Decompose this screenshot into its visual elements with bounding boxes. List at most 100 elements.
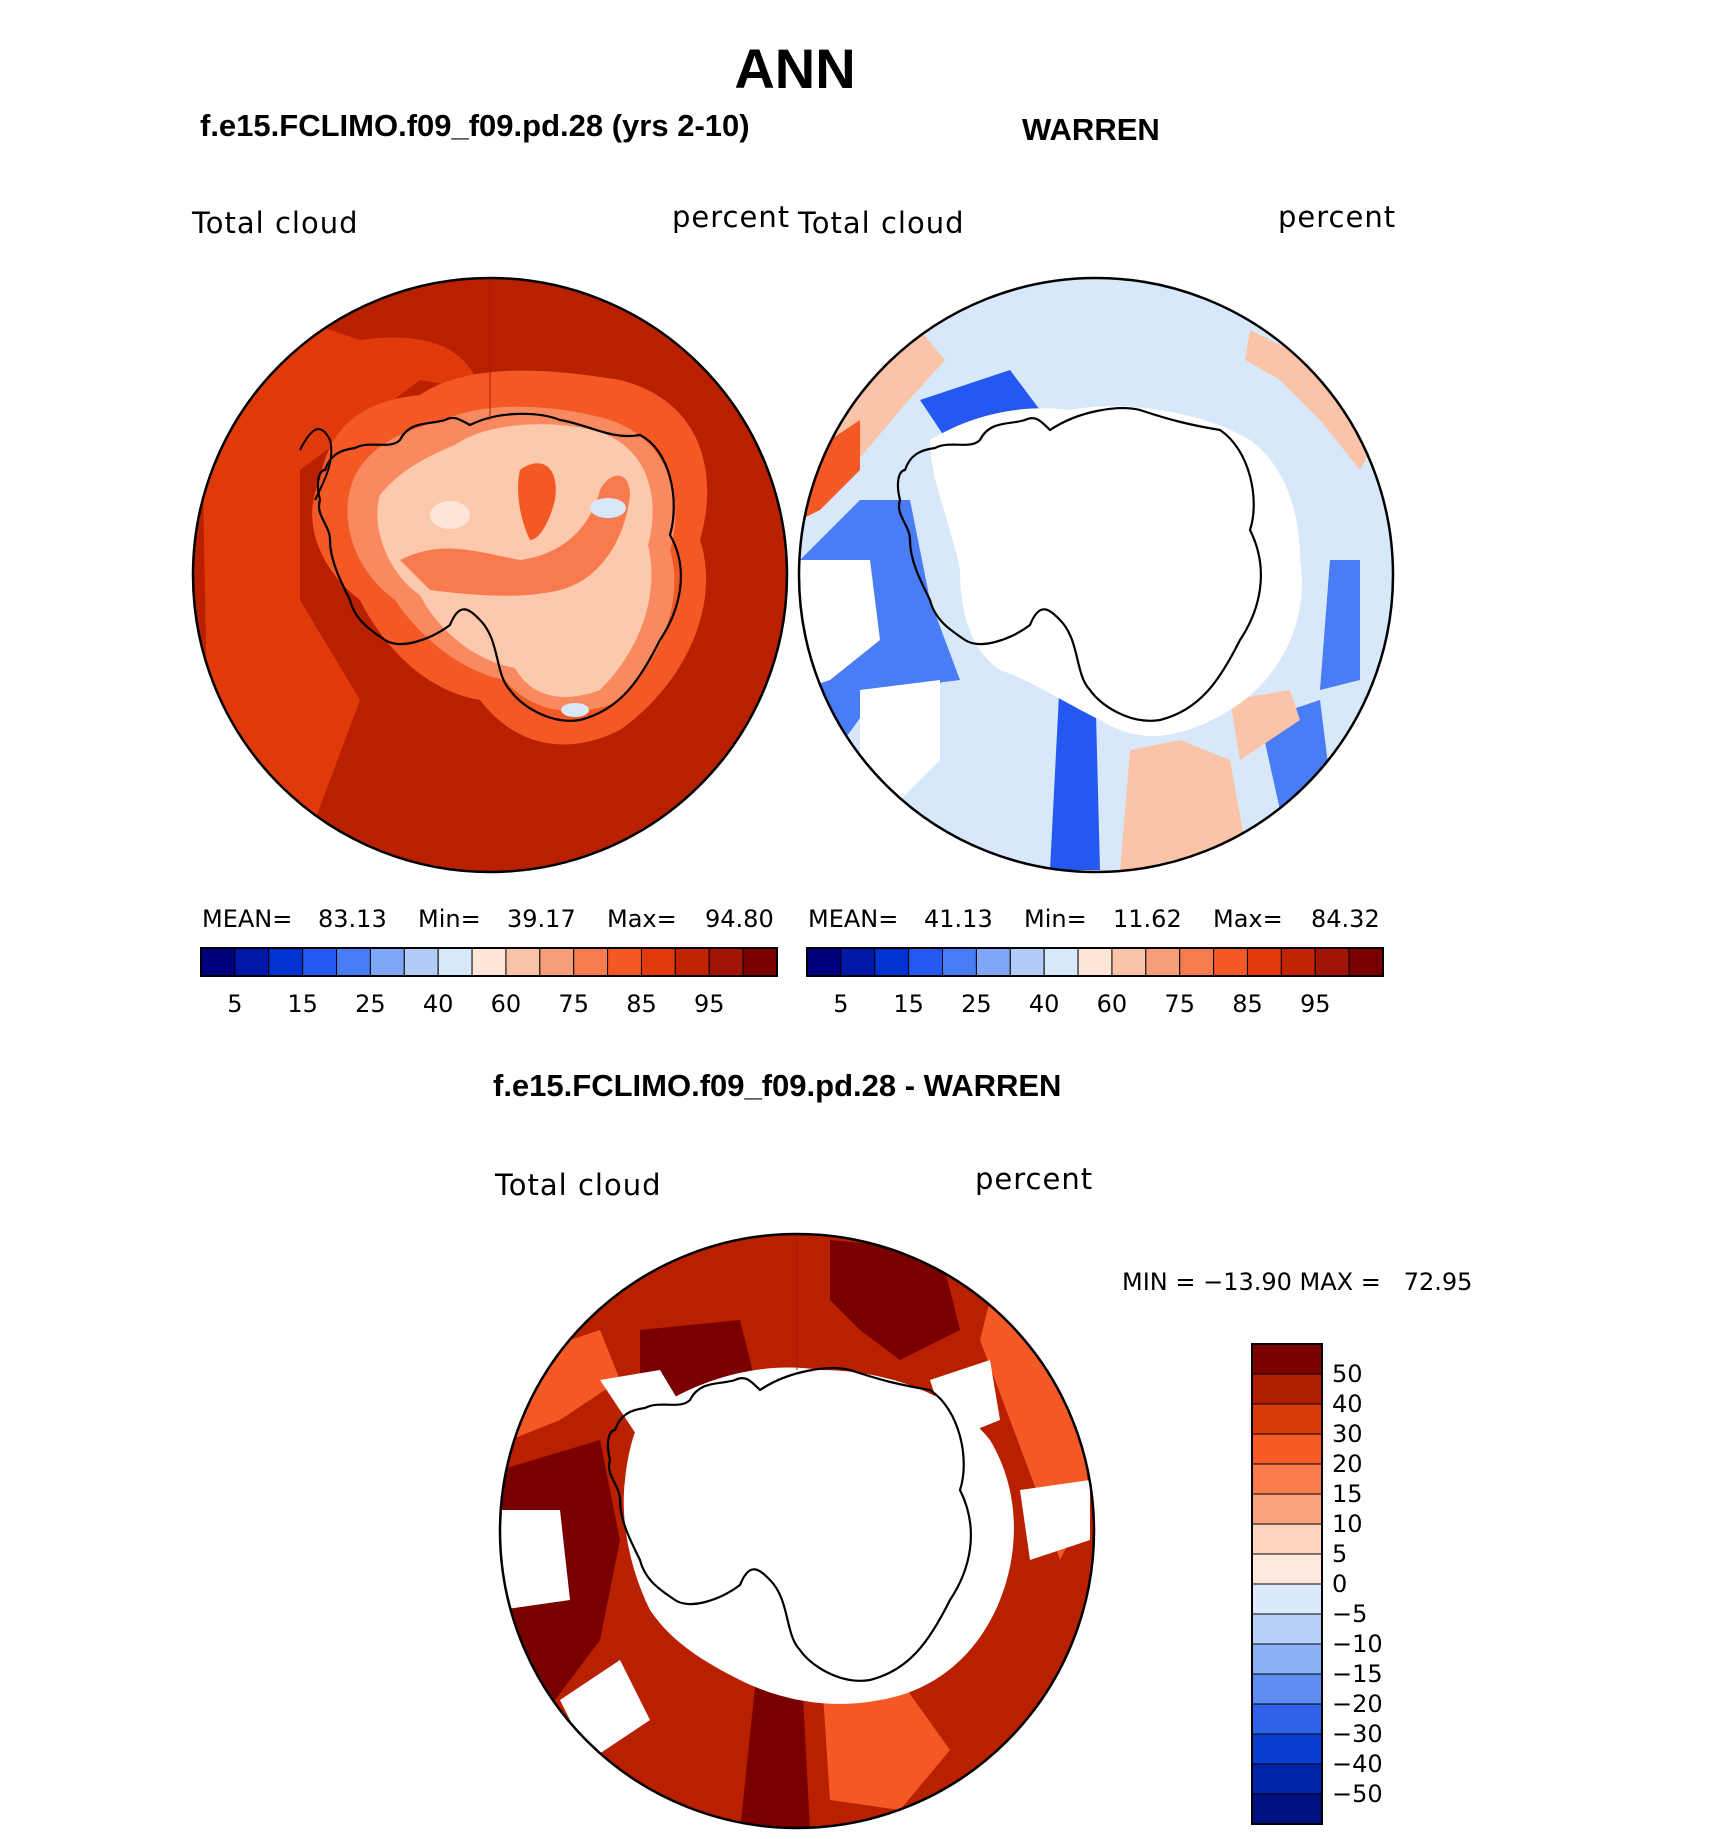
right-min-value: 11.62 [1113, 905, 1182, 933]
left-colorbar-swatch [336, 947, 371, 977]
right-mean-value: 41.13 [924, 905, 993, 933]
left-variable-label: Total cloud [192, 206, 359, 240]
diff-minmax-text: MIN = −13.90 MAX = 72.95 [1122, 1268, 1473, 1296]
left-max-label: Max= [607, 905, 677, 933]
right-map-blue-block-s [1050, 675, 1100, 870]
diff-colorbar-tick-label: 15 [1332, 1480, 1363, 1508]
right-colorbar-swatch [1043, 947, 1079, 977]
right-colorbar-tick-label: 25 [961, 990, 992, 1018]
diff-colorbar-swatch [1251, 1343, 1323, 1375]
diff-colorbar-tick-label: 40 [1332, 1390, 1363, 1418]
right-max-label: Max= [1213, 905, 1283, 933]
left-colorbar-tick-label: 85 [626, 990, 657, 1018]
right-colorbar-tick-label: 15 [893, 990, 924, 1018]
diff-map-border [498, 1232, 1096, 1830]
diff-colorbar-tick-label: 20 [1332, 1450, 1363, 1478]
diff-colorbar-tick-label: −20 [1332, 1690, 1383, 1718]
diff-colorbar-swatch [1251, 1613, 1323, 1645]
diff-colorbar-swatch [1251, 1793, 1323, 1825]
diff-map-missing-w [500, 1510, 570, 1610]
right-units-label: percent [1278, 200, 1397, 234]
right-colorbar-swatch [908, 947, 944, 977]
left-min-value: 39.17 [507, 905, 576, 933]
left-colorbar-frame [200, 947, 778, 977]
left-map-peninsula [299, 428, 333, 501]
right-map-ne-arc [1245, 330, 1370, 470]
left-colorbar-tick-label: 60 [491, 990, 522, 1018]
diff-map [500, 1234, 1094, 1828]
diff-colorbar-tick-label: 30 [1332, 1420, 1363, 1448]
right-colorbar-tick-label: 95 [1300, 990, 1331, 1018]
left-colorbar-swatch [403, 947, 439, 977]
right-colorbar-swatch [1213, 947, 1248, 977]
diff-colorbar-swatch [1251, 1433, 1323, 1465]
left-colorbar-swatch [505, 947, 541, 977]
left-map-coastline [316, 412, 682, 722]
right-map-blue-block-e [1320, 560, 1360, 690]
left-colorbar-swatch [302, 947, 338, 977]
right-min-label: Min= [1024, 905, 1087, 933]
right-colorbar-swatch [874, 947, 910, 977]
left-mean-value: 83.13 [318, 905, 387, 933]
right-map-missing-sw [860, 680, 940, 800]
left-colorbar-swatch [640, 947, 676, 977]
diff-colorbar-tick-label: 5 [1332, 1540, 1347, 1568]
right-colorbar-tick-label: 85 [1232, 990, 1263, 1018]
right-map-pale-red-s [1120, 740, 1250, 870]
right-colorbar-tick-label: 5 [833, 990, 848, 1018]
diff-colorbar-tick-label: −5 [1332, 1600, 1367, 1628]
right-colorbar-swatch [975, 947, 1011, 977]
diff-colorbar-swatch [1251, 1493, 1323, 1525]
left-colorbar-swatch [539, 947, 575, 977]
right-colorbar: 5 15 25 40 60 75 85 95 [806, 947, 1384, 1018]
left-map-interior-band [400, 475, 630, 596]
diff-colorbar-tick-label: 0 [1332, 1570, 1347, 1598]
right-colorbar-tick-label: 75 [1164, 990, 1195, 1018]
diff-map-continent [623, 1367, 1014, 1704]
diff-colorbar-swatch [1251, 1403, 1323, 1435]
right-case-title: WARREN [1022, 112, 1160, 147]
diff-colorbar-swatch [1251, 1703, 1323, 1735]
right-map-pale-red-se [1230, 690, 1300, 760]
left-colorbar-swatch [607, 947, 642, 977]
right-map [799, 278, 1393, 872]
diff-colorbar-tick-label: −40 [1332, 1750, 1383, 1778]
left-colorbar-swatch [573, 947, 609, 977]
left-colorbar-swatch [437, 947, 473, 977]
diff-map-coastline [606, 1367, 972, 1682]
right-colorbar-swatch [942, 947, 977, 977]
right-colorbar-swatch [1145, 947, 1181, 977]
left-colorbar-swatch [742, 947, 778, 977]
diff-colorbar-swatch [1251, 1523, 1323, 1555]
left-map-border [191, 276, 789, 874]
left-units-label: percent [672, 200, 791, 234]
diff-colorbar-swatch [1251, 1763, 1323, 1795]
diff-units-label: percent [975, 1162, 1094, 1196]
diff-map-dark-block-ne [830, 1240, 960, 1360]
left-colorbar: 5 15 25 40 60 75 85 95 [200, 947, 778, 1018]
diff-colorbar-swatch [1251, 1643, 1323, 1675]
right-colorbar-tick-label: 60 [1097, 990, 1128, 1018]
right-map-coastline [896, 407, 1262, 722]
left-colorbar-swatch [471, 947, 507, 977]
diff-colorbar-swatch [1251, 1583, 1323, 1615]
diff-colorbar-swatch [1251, 1373, 1323, 1405]
left-map-outer-band [200, 317, 480, 860]
left-colorbar-swatch [234, 947, 270, 977]
right-map-continent [930, 406, 1302, 737]
left-min-label: Min= [418, 905, 481, 933]
diff-colorbar-tick-label: −15 [1332, 1660, 1383, 1688]
right-colorbar-swatch [1009, 947, 1045, 977]
right-colorbar-swatch [1111, 947, 1147, 977]
right-colorbar-swatch [1077, 947, 1113, 977]
diff-colorbar-swatch [1251, 1733, 1323, 1765]
left-colorbar-tick-label: 5 [227, 990, 242, 1018]
left-colorbar-tick-label: 25 [355, 990, 386, 1018]
diff-colorbar-swatch [1251, 1463, 1323, 1495]
right-colorbar-swatch [806, 947, 842, 977]
left-mean-label: MEAN= [202, 905, 293, 933]
left-colorbar-swatch [369, 947, 405, 977]
diff-colorbar-tick-label: −10 [1332, 1630, 1383, 1658]
left-map-low-spot [590, 498, 626, 518]
